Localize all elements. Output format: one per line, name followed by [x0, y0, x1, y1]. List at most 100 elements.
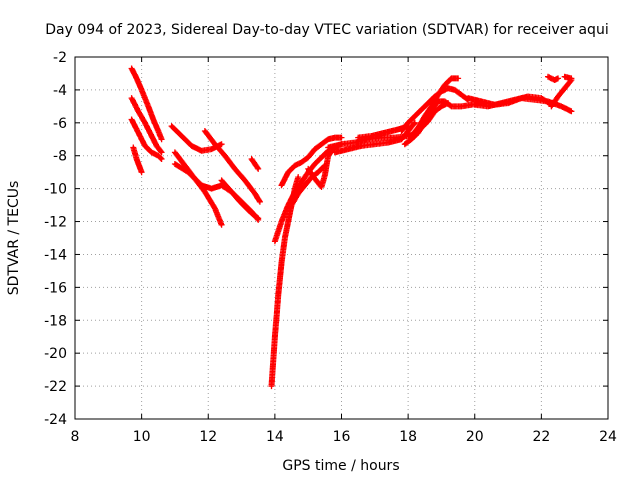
data-point — [386, 141, 390, 144]
data-point — [233, 167, 237, 171]
grid — [75, 57, 608, 419]
data-point — [353, 141, 357, 144]
data-point — [560, 105, 563, 108]
data-point — [220, 179, 223, 182]
data-point — [296, 175, 300, 179]
data-point — [333, 151, 337, 154]
data-point — [320, 185, 323, 189]
data-point — [203, 129, 207, 133]
data-point — [383, 131, 387, 134]
data-point — [446, 101, 450, 105]
data-point — [446, 87, 450, 90]
series-arc-13 — [278, 134, 345, 189]
x-tick-label: 12 — [199, 429, 217, 445]
data-point — [300, 180, 303, 184]
data-point — [340, 136, 343, 139]
data-point — [303, 184, 307, 187]
data-point — [200, 184, 203, 187]
y-tick-label: -4 — [53, 83, 67, 99]
data-point — [360, 144, 363, 148]
data-point — [150, 151, 153, 154]
series-arc-22 — [418, 100, 452, 131]
data-point — [200, 149, 203, 152]
x-tick-label: 14 — [266, 429, 284, 445]
y-tick-label: -18 — [44, 313, 67, 329]
data-point — [570, 77, 573, 80]
x-tick-label: 24 — [599, 429, 617, 445]
data-point — [283, 236, 287, 240]
data-point — [187, 170, 190, 174]
data-point — [340, 143, 343, 146]
data-point — [300, 161, 303, 164]
data-point — [220, 184, 223, 187]
data-point — [413, 121, 416, 125]
y-tick-label: -12 — [44, 215, 67, 231]
data-point — [250, 210, 253, 213]
data-point — [137, 131, 140, 134]
data-point — [556, 77, 560, 80]
data-point — [240, 200, 243, 203]
data-point — [137, 110, 140, 113]
data-point — [132, 146, 135, 149]
data-point — [280, 261, 283, 264]
data-point — [160, 157, 163, 161]
data-point — [280, 220, 283, 223]
data-point — [135, 77, 138, 80]
data-point — [220, 223, 223, 227]
data-point — [203, 190, 207, 194]
data-point — [526, 95, 530, 98]
data-point — [453, 88, 456, 92]
data-point — [326, 138, 330, 141]
data-point — [210, 187, 213, 190]
data-point — [270, 384, 273, 388]
data-point — [150, 134, 153, 138]
x-tick-label: 16 — [333, 429, 351, 445]
data-point — [135, 157, 138, 161]
data-point — [563, 87, 566, 90]
data-point — [420, 126, 423, 129]
data-point — [275, 315, 278, 319]
data-point — [143, 121, 147, 125]
data-point — [296, 192, 300, 195]
y-axis-label: SDTVAR / TECUs — [6, 181, 22, 296]
data-point — [213, 143, 217, 146]
data-point — [400, 138, 403, 141]
series-arc-10 — [248, 156, 262, 172]
data-point — [326, 146, 330, 149]
data-point — [160, 138, 163, 141]
data-point — [250, 157, 253, 161]
data-point — [440, 105, 443, 108]
data-point — [570, 110, 573, 113]
data-point — [130, 118, 133, 121]
data-point — [316, 170, 320, 174]
data-point — [410, 138, 413, 141]
series-arc-1 — [128, 65, 165, 143]
data-point — [320, 143, 323, 146]
data-point — [278, 277, 282, 281]
data-point — [306, 156, 310, 159]
series-arc-17 — [331, 119, 418, 156]
data-point — [396, 128, 400, 131]
data-point — [170, 124, 173, 128]
data-point — [210, 147, 213, 151]
data-point — [333, 136, 337, 139]
axis-ticks: 8 10 12 14 16 18 20 22 24 -24 -22 -20 -18 -16 -14 -12 -1… — [44, 50, 617, 445]
x-tick-label: 8 — [71, 429, 80, 445]
data-point — [287, 220, 290, 223]
data-point — [258, 200, 262, 203]
data-point — [413, 115, 416, 118]
data-point — [480, 100, 483, 103]
data-point — [257, 218, 260, 222]
data-point — [546, 75, 550, 78]
data-point — [173, 151, 177, 154]
y-tick-label: -6 — [53, 116, 67, 132]
data-point — [406, 121, 410, 125]
series-markers — [248, 156, 262, 172]
series-arc-9 — [218, 177, 262, 223]
data-point — [313, 147, 317, 151]
x-tick-label: 18 — [399, 429, 417, 445]
y-tick-label: -24 — [44, 412, 67, 428]
data-point — [130, 96, 133, 100]
data-point — [190, 144, 193, 148]
